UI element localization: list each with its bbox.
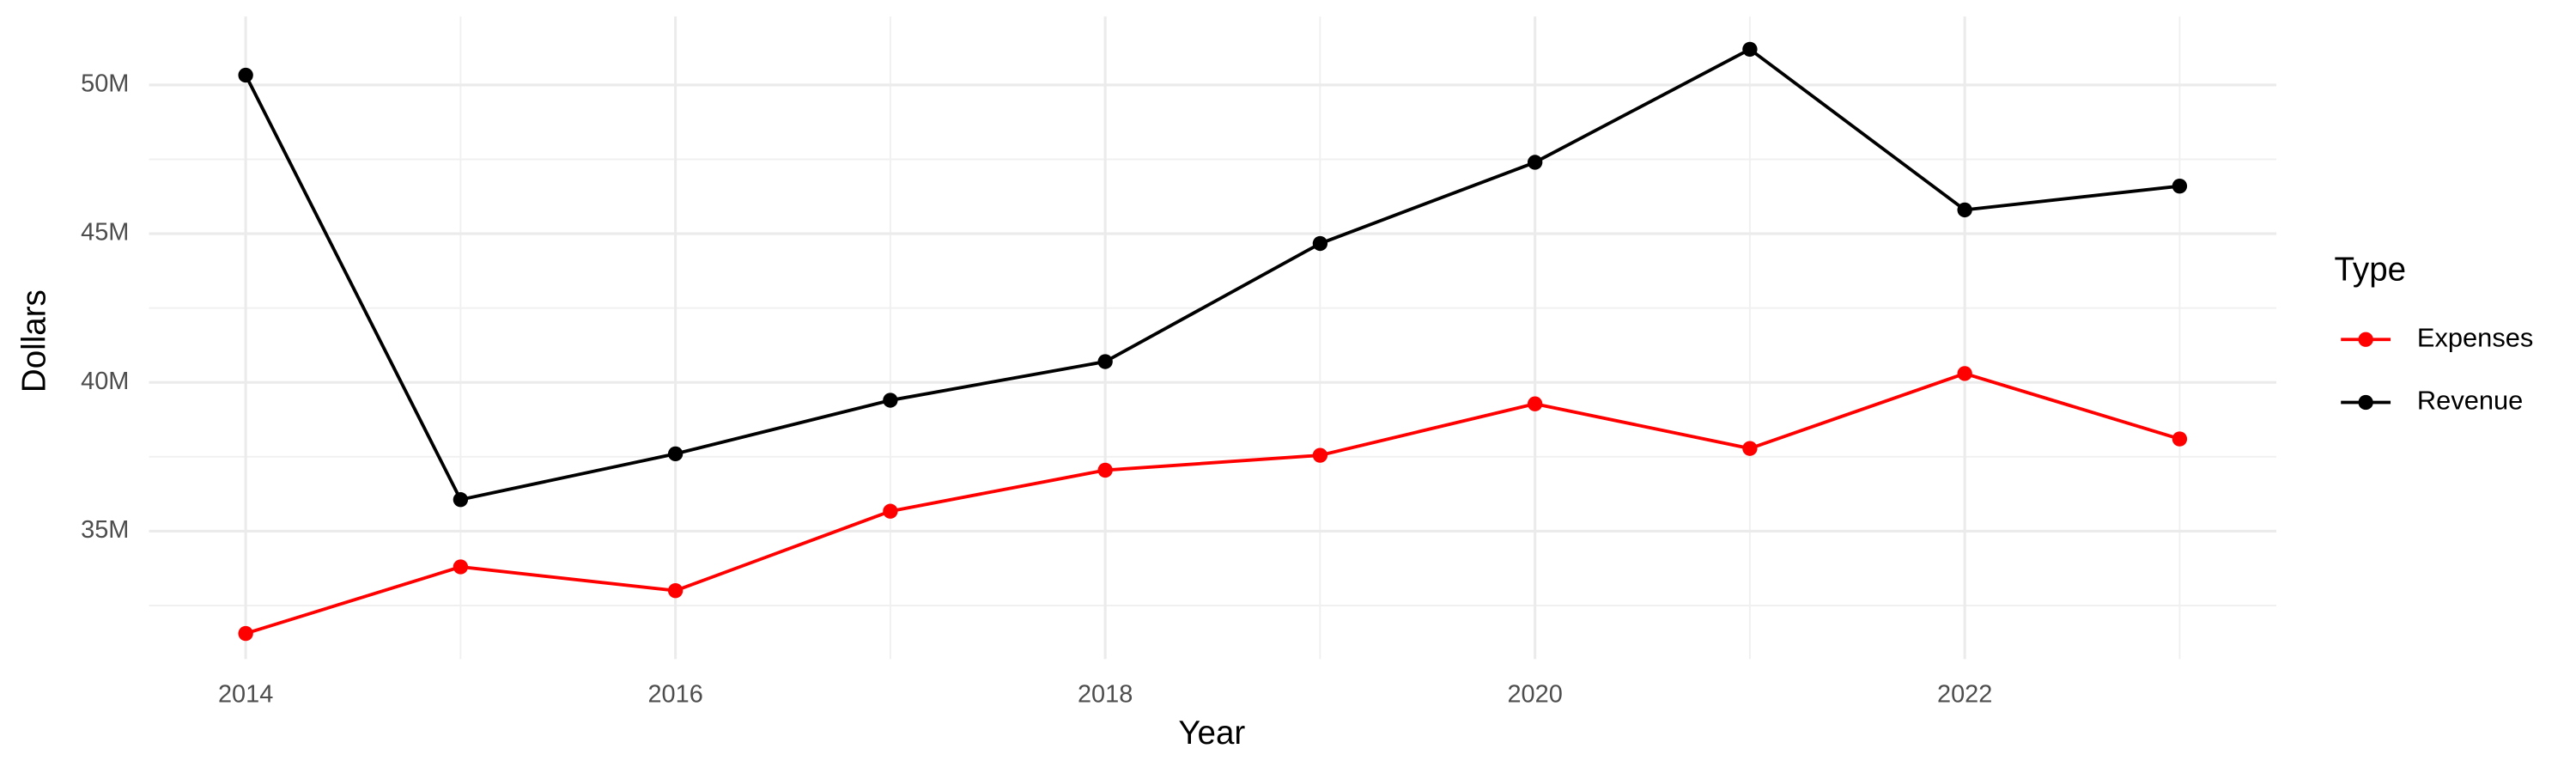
- data-point: [2172, 179, 2188, 194]
- data-point: [667, 583, 683, 599]
- data-point: [1742, 41, 1758, 58]
- y-tick-label: 45M: [81, 219, 129, 247]
- legend-key-point: [2358, 332, 2373, 347]
- y-tick-label: 35M: [81, 516, 129, 544]
- x-tick-label: 2022: [1937, 680, 1992, 708]
- y-tick-label: 50M: [81, 70, 129, 98]
- data-point: [667, 446, 683, 462]
- y-axis-title: Dollars: [16, 289, 53, 393]
- data-point: [883, 503, 898, 519]
- y-tick-label: 40M: [81, 368, 129, 395]
- data-point: [1957, 366, 1972, 381]
- x-tick-label: 2018: [1078, 680, 1133, 708]
- data-point: [1312, 447, 1328, 463]
- data-point: [238, 625, 253, 642]
- legend-label: Revenue: [2417, 386, 2523, 416]
- data-point: [1957, 202, 1972, 218]
- data-point: [1742, 441, 1758, 456]
- series-line: [244, 47, 2180, 502]
- data-point: [1097, 354, 1113, 369]
- legend-label: Expenses: [2417, 322, 2533, 352]
- x-tick-label: 2014: [218, 680, 273, 708]
- x-tick-label: 2020: [1507, 680, 1562, 708]
- data-point: [1527, 155, 1543, 170]
- data-point: [453, 559, 469, 575]
- data-point: [2172, 431, 2188, 447]
- x-tick-label: 2016: [647, 680, 702, 708]
- data-point: [453, 492, 469, 508]
- series-line: [245, 371, 2180, 636]
- x-axis-title: Year: [1178, 715, 1245, 752]
- data-point: [1527, 396, 1543, 411]
- data-point: [1097, 462, 1113, 478]
- data-point: [883, 393, 898, 408]
- data-point: [1312, 235, 1328, 252]
- legend-title: Type: [2335, 251, 2407, 288]
- legend-key-point: [2358, 394, 2373, 411]
- data-point: [238, 67, 253, 83]
